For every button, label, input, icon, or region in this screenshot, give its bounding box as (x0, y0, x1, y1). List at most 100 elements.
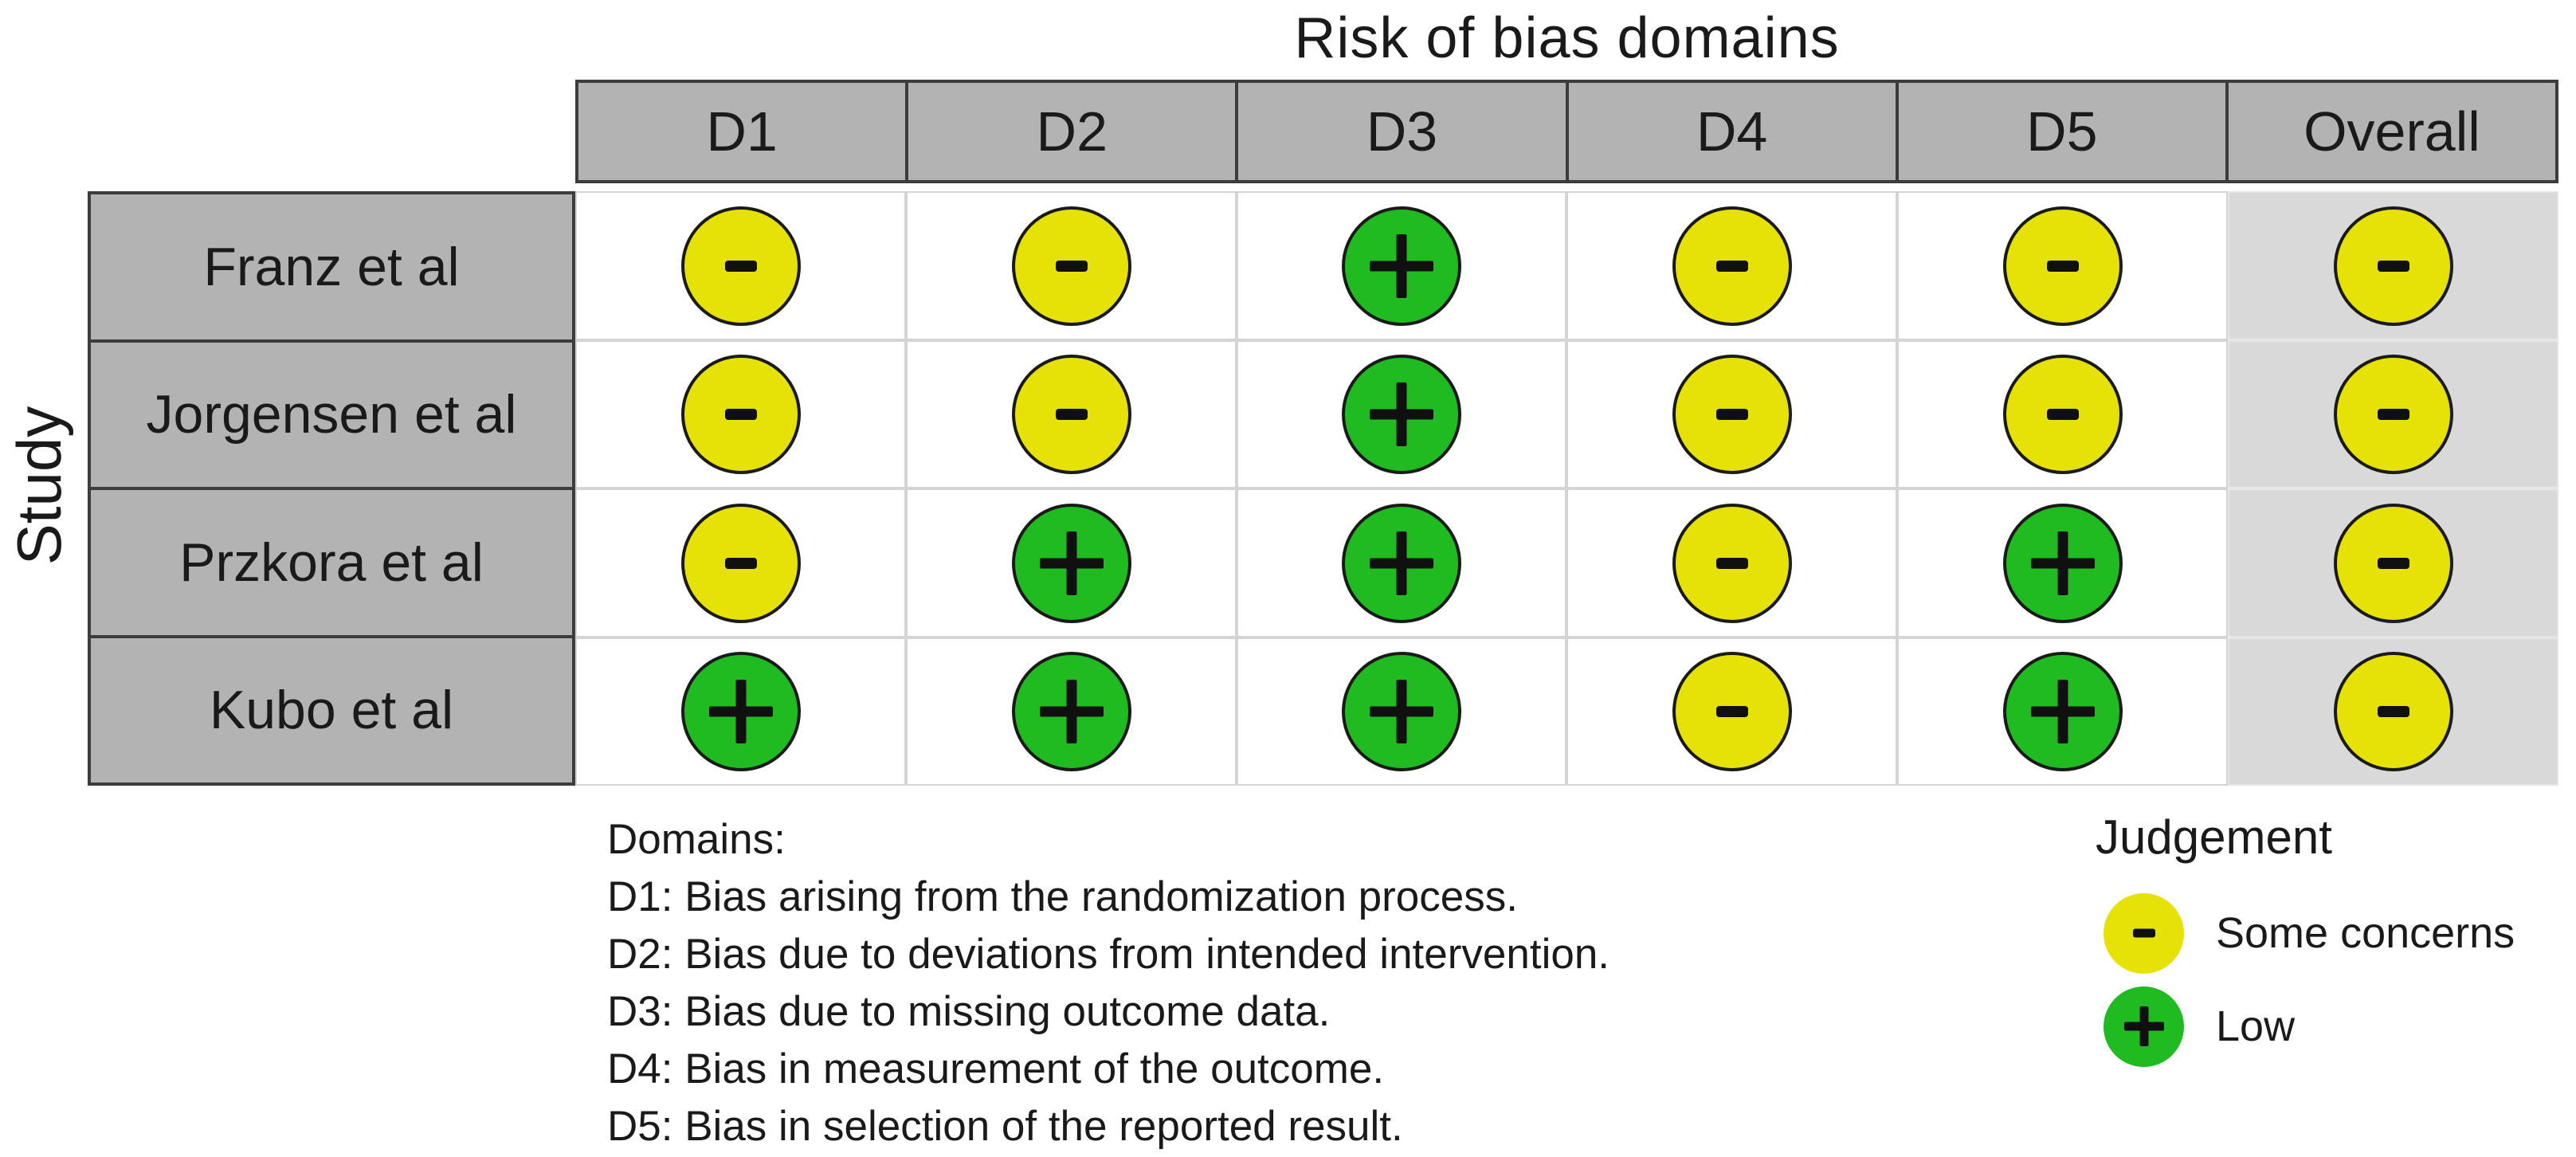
minus-icon (2377, 706, 2409, 717)
domain-header-d4: D4 (1565, 83, 1896, 180)
rob-cell-kubo-overall (2228, 637, 2558, 786)
rob-cell-przkora-overall (2228, 488, 2558, 637)
domain-header-row: D1 D2 D3 D4 D5 Overall (575, 80, 2558, 183)
judgement-circle-low (680, 652, 801, 771)
study-axis-label-text: Study (4, 406, 75, 565)
legend-title: Judgement (2096, 810, 2332, 864)
plus-icon (1066, 680, 1076, 743)
judgement-circle-some-concerns (1011, 206, 1131, 326)
minus-icon (2377, 260, 2409, 272)
rob-cell-franz-d1 (575, 191, 906, 340)
rob-cell-przkora-d3 (1237, 488, 1566, 637)
judgement-circle-low (1342, 355, 1461, 474)
study-row-label: Franz et al (203, 236, 460, 297)
judgement-circle-low (1342, 206, 1461, 326)
minus-icon (2377, 409, 2409, 420)
rob-cell-franz-d5 (1897, 191, 2228, 340)
rob-cell-franz-overall (2228, 191, 2558, 340)
judgement-circle-some-concerns (2333, 503, 2453, 623)
rob-cell-jorgensen-overall (2228, 340, 2558, 488)
study-row-label: Kubo et al (91, 634, 572, 783)
rob-cell-przkora-d5 (1897, 488, 2228, 637)
domain-header-d1: D1 (706, 100, 778, 163)
minus-icon (2132, 928, 2155, 938)
minus-icon (2046, 260, 2079, 272)
rob-cell-kubo-d3 (1237, 637, 1566, 786)
judgement-circle-low (1011, 503, 1131, 623)
rob-cell-jorgensen-d4 (1566, 340, 1897, 488)
plus-icon (1066, 531, 1076, 595)
minus-icon (2046, 409, 2079, 420)
minus-icon (1715, 557, 1748, 569)
minus-icon (1055, 409, 1088, 420)
rob-cell-przkora-d4 (1566, 488, 1897, 637)
minus-icon (724, 557, 757, 569)
judgement-circle-some-concerns (680, 206, 801, 326)
minus-icon (2377, 557, 2409, 569)
judgement-circle-some-concerns (1672, 503, 1792, 623)
rob-cell-przkora-d2 (906, 488, 1237, 637)
minus-icon (1715, 409, 1748, 420)
study-label-column: Franz et al Jorgensen et al Przkora et al K… (88, 191, 575, 786)
plus-icon (1396, 233, 1407, 298)
legend-label: Low (2216, 1002, 2296, 1050)
judgement-circle-some-concerns (680, 355, 801, 474)
footnote-line: D4: Bias in measurement of the outcome. (607, 1045, 1385, 1092)
rob-cell-kubo-d4 (1566, 637, 1897, 786)
footnote-line: D2: Bias due to deviations from intended… (607, 931, 1610, 978)
judgement-circle-low (1342, 652, 1461, 771)
domain-header-d5: D5 (1895, 83, 2225, 180)
legend-label: Some concerns (2216, 909, 2515, 957)
plus-icon (735, 680, 746, 743)
judgement-circle-some-concerns (1011, 355, 1131, 474)
rob-cell-kubo-d5 (1897, 637, 2228, 786)
legend-item-some-concerns: Some concerns (2104, 892, 2515, 974)
plus-icon (1396, 382, 1407, 446)
rob-cell-jorgensen-d3 (1237, 340, 1566, 488)
rob-cell-jorgensen-d5 (1897, 340, 2228, 488)
judgement-circle-some-concerns (2002, 206, 2123, 326)
study-row-label: Przkora et al (91, 487, 572, 635)
judgement-circle-some-concerns (1672, 206, 1792, 326)
plus-icon (2139, 1006, 2148, 1046)
minus-icon (1715, 260, 1748, 272)
judgement-circle-some-concerns (2333, 355, 2453, 474)
footnotes-heading: Domains: (607, 816, 786, 863)
rob-cell-jorgensen-d1 (575, 340, 906, 488)
judgement-circle-some-concerns (2002, 355, 2123, 474)
judgement-circle-some-concerns (2333, 652, 2453, 771)
judgement-circle-low (1011, 652, 1131, 771)
minus-icon (1715, 706, 1748, 717)
rob-cell-franz-d4 (1566, 191, 1897, 340)
domain-header-d2: D2 (905, 83, 1235, 180)
legend-item-low: Low (2104, 986, 2295, 1067)
rob-cell-jorgensen-d2 (906, 340, 1237, 488)
footnote-line: D5: Bias in selection of the reported re… (607, 1103, 1403, 1150)
judgement-circle-some-concerns (2333, 206, 2453, 326)
plus-icon (2057, 531, 2068, 595)
judgement-circle-low (2002, 652, 2123, 771)
minus-icon (724, 260, 757, 272)
minus-icon (1055, 260, 1088, 272)
judgement-circle-some-concerns (1672, 355, 1792, 474)
judgement-circle-some-concerns (680, 503, 801, 623)
footnote-line: D3: Bias due to missing outcome data. (607, 988, 1331, 1035)
rob-cell-franz-d2 (906, 191, 1237, 340)
plus-icon (1396, 531, 1407, 595)
figure-title: Risk of bias domains (1294, 6, 1840, 70)
study-row-label: Jorgensen et al (91, 339, 572, 488)
rob-cell-przkora-d1 (575, 488, 906, 637)
rob-cell-kubo-d1 (575, 637, 906, 786)
plus-icon (1396, 680, 1407, 743)
judgement-circle-low (1342, 503, 1461, 623)
study-axis-label: Study (0, 185, 80, 786)
domain-header-overall: Overall (2225, 83, 2555, 180)
footnote-line: D1: Bias arising from the randomization … (607, 873, 1518, 920)
low-circle-icon (2104, 986, 2184, 1067)
plus-icon (2057, 680, 2068, 743)
domain-footnotes: Domains: D1: Bias arising from the rando… (607, 811, 1610, 1155)
judgement-circle-low (2002, 503, 2123, 623)
judgement-circle-some-concerns (1672, 652, 1792, 771)
some-concerns-circle-icon (2104, 892, 2184, 974)
